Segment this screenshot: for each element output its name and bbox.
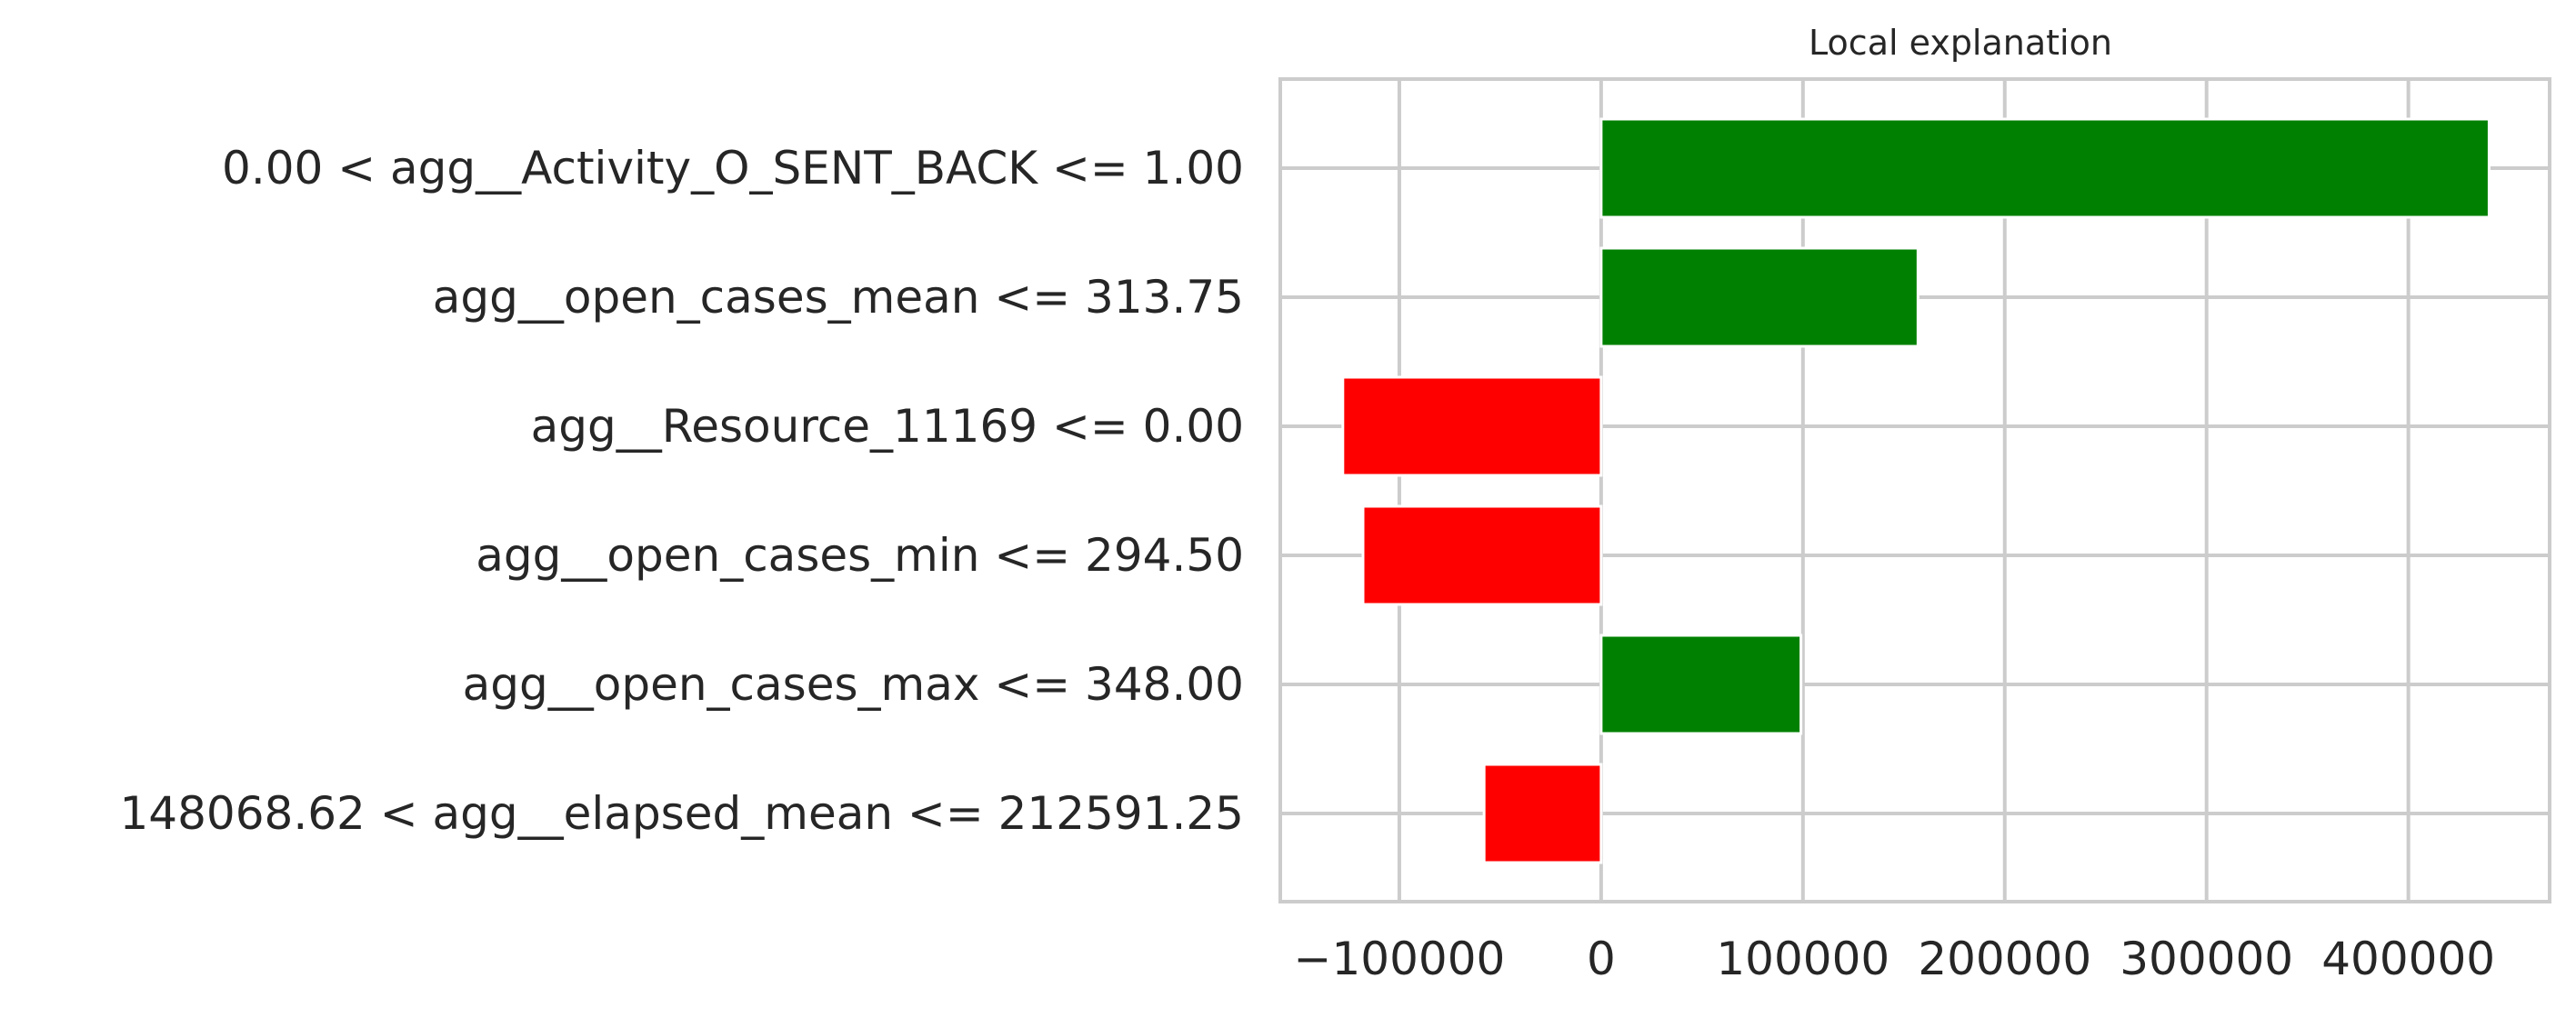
y-tick-label: 148068.62 < agg__elapsed_mean <= 212591.… bbox=[119, 787, 1244, 840]
bars-layer bbox=[1341, 117, 2491, 864]
x-tick-labels: −100000 0 100000 200000 300000 400000 bbox=[1294, 933, 2496, 985]
y-tick-labels: 0.00 < agg__Activity_O_SENT_BACK <= 1.00… bbox=[119, 142, 1244, 840]
y-tick-label: agg__Resource_11169 <= 0.00 bbox=[531, 400, 1244, 453]
bar bbox=[1599, 634, 1803, 735]
bar bbox=[1482, 763, 1603, 864]
x-tick-label: 100000 bbox=[1716, 933, 1889, 985]
x-tick-label: 0 bbox=[1587, 933, 1616, 985]
bar bbox=[1361, 504, 1603, 606]
y-tick-label: agg__open_cases_max <= 348.00 bbox=[463, 658, 1244, 711]
chart-title: Local explanation bbox=[1809, 23, 2112, 63]
x-tick-label: 300000 bbox=[2120, 933, 2293, 985]
bar bbox=[1599, 117, 2491, 219]
x-tick-label: −100000 bbox=[1294, 933, 1506, 985]
x-tick-label: 400000 bbox=[2321, 933, 2495, 985]
axes-frame bbox=[1278, 77, 2551, 903]
y-tick-label: agg__open_cases_mean <= 313.75 bbox=[433, 271, 1244, 324]
x-tick-label: 200000 bbox=[1918, 933, 2091, 985]
bar bbox=[1599, 246, 1919, 348]
y-tick-label: 0.00 < agg__Activity_O_SENT_BACK <= 1.00 bbox=[222, 142, 1244, 195]
y-tick-label: agg__open_cases_min <= 294.50 bbox=[476, 529, 1244, 582]
bar bbox=[1341, 375, 1603, 477]
